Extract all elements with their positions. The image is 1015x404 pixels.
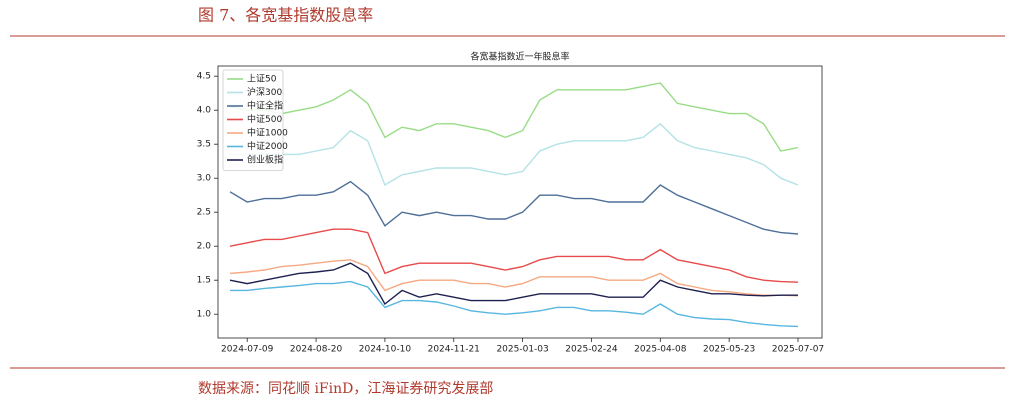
y-tick-label: 4.5: [197, 72, 211, 82]
series-line: [229, 259, 799, 297]
y-tick-label: 2.5: [197, 208, 211, 218]
series-line: [229, 82, 799, 152]
y-tick-label: 3.0: [197, 174, 212, 184]
x-tick-label: 2025-07-07: [772, 345, 824, 355]
x-tick-label: 2024-11-21: [428, 345, 480, 355]
y-tick-label: 1.0: [197, 310, 212, 320]
series-line: [230, 122, 799, 187]
x-tick-label: 2024-07-09: [221, 345, 274, 355]
series-line: [229, 228, 799, 283]
source-note: 数据来源：同花顺 iFinD，江海证券研究发展部: [198, 381, 493, 397]
legend-label: 中证2000: [247, 140, 288, 152]
y-tick-label: 1.5: [197, 276, 211, 286]
legend-label: 创业板指: [247, 154, 283, 166]
chart-title: 各宽基指数近一年股息率: [470, 51, 569, 63]
series-line: [230, 280, 799, 328]
figure-title: 图 7、各宽基指数股息率: [198, 6, 373, 25]
plot-frame: [217, 65, 823, 339]
series-line: [229, 180, 799, 235]
x-tick-label: 2025-04-08: [634, 345, 687, 355]
legend-box: [222, 69, 284, 171]
legend-label: 上证50: [247, 74, 277, 85]
x-tick-label: 2024-08-20: [290, 345, 343, 355]
legend-label: 中证全指: [247, 100, 283, 112]
x-tick-label: 2025-05-23: [703, 345, 755, 355]
y-tick-label: 3.5: [197, 140, 211, 150]
x-tick-label: 2024-10-10: [359, 345, 412, 355]
x-tick-label: 2025-02-24: [565, 345, 618, 355]
legend-label: 中证1000: [247, 127, 288, 139]
x-tick-label: 2025-01-03: [496, 345, 548, 355]
legend-label: 沪深300: [247, 86, 282, 98]
y-tick-label: 4.0: [197, 106, 212, 116]
series-line: [229, 262, 798, 306]
y-tick-label: 2.0: [197, 242, 212, 252]
legend-label: 中证500: [247, 113, 282, 125]
